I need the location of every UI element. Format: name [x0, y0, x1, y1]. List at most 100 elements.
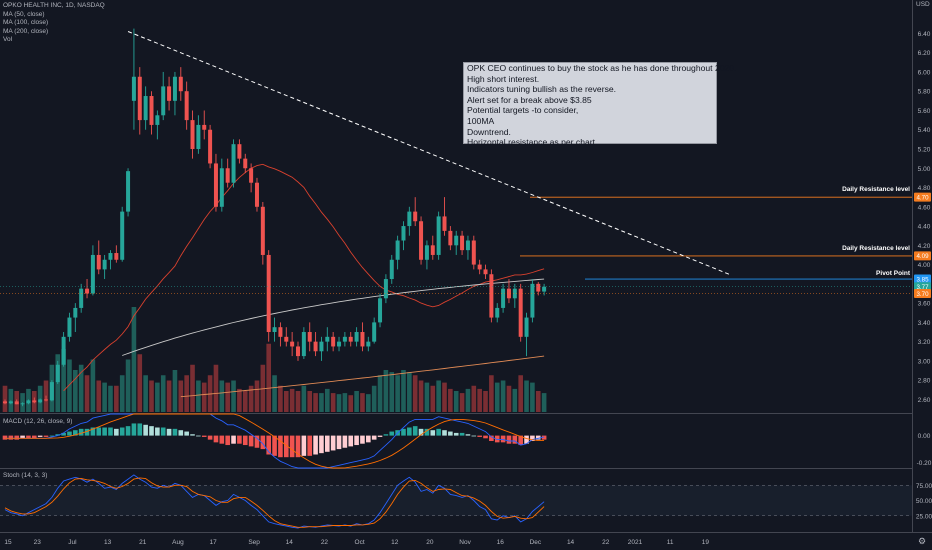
time-tick-label: 22: [321, 539, 329, 546]
price-axis: 2.602.803.003.203.403.603.804.004.204.40…: [914, 31, 931, 404]
candle-body: [489, 274, 494, 318]
macd-histogram-bar: [90, 427, 96, 436]
volume-bar: [453, 391, 459, 412]
macd-histogram-bar: [37, 435, 43, 437]
volume-bar: [114, 385, 119, 412]
macd-histogram-bar: [342, 435, 348, 448]
candle-body: [249, 168, 254, 183]
volume-bar: [254, 380, 260, 412]
volume-bar: [506, 385, 512, 412]
macd-histogram-bar: [102, 427, 107, 436]
candle-body: [313, 341, 318, 352]
volume-bar: [190, 364, 195, 412]
price-tick-label: 5.80: [918, 89, 931, 96]
candle-body: [407, 211, 412, 227]
time-tick-label: Sep: [248, 539, 260, 546]
candle-body: [530, 283, 535, 318]
volume-bar: [61, 349, 66, 412]
macd-histogram-bar: [518, 435, 523, 446]
volume-bar: [78, 364, 84, 412]
candle-body: [260, 206, 265, 255]
candle-body: [237, 144, 242, 159]
macd-histogram-bar: [453, 432, 459, 436]
macd-histogram-bar: [78, 428, 84, 436]
note-line: Indicators tuning bullish as the reverse…: [467, 84, 617, 95]
volume-bar: [84, 375, 90, 412]
macd-histogram-bar: [84, 428, 90, 436]
volume-bar: [225, 382, 230, 412]
macd-histogram-bar: [237, 435, 242, 444]
time-tick-label: 17: [209, 539, 217, 546]
time-tick-label: Aug: [172, 539, 184, 546]
candle-body: [61, 336, 66, 365]
note-line: 100MA: [467, 115, 495, 126]
gear-icon[interactable]: ⚙: [918, 536, 927, 546]
macd-histogram-bar: [266, 435, 271, 455]
candle-body: [501, 288, 506, 308]
candle-body: [178, 76, 183, 92]
candle-body: [477, 264, 482, 270]
ma100-line: [122, 278, 545, 356]
volume-bar: [494, 382, 500, 412]
macd-histogram-bar: [319, 435, 324, 454]
volume-bar: [108, 385, 113, 412]
candle-body: [243, 158, 248, 169]
macd-histogram-bar: [465, 434, 471, 436]
macd-histogram-bar: [160, 427, 166, 436]
volume-bar: [90, 359, 96, 412]
price-tick-label: 5.20: [918, 147, 931, 154]
volume-bar: [307, 391, 313, 412]
candle-body: [126, 171, 131, 212]
time-tick-label: Dec: [530, 539, 542, 546]
macd-histogram-bar: [354, 435, 359, 446]
candle-body: [436, 216, 441, 255]
volume-bar: [407, 372, 412, 412]
stoch-legend[interactable]: Stoch (14, 3, 3): [3, 472, 48, 479]
volume-bar: [325, 388, 330, 412]
candle-body: [424, 245, 429, 260]
volume-bar: [465, 388, 471, 412]
time-tick-label: 21: [139, 539, 147, 546]
macd-pane: 0.00 -0.20: [2, 413, 932, 469]
macd-line: [5, 413, 545, 469]
macd-histogram-bar: [260, 435, 266, 450]
analysis-note[interactable]: OPK CEO continues to buy the stock as he…: [463, 62, 736, 147]
macd-histogram-bar: [524, 435, 529, 444]
volume-bar: [272, 375, 277, 412]
candle-body: [448, 230, 453, 246]
macd-histogram-bar: [430, 430, 436, 436]
ma200-legend[interactable]: MA (200, close): [3, 27, 49, 35]
price-tick-label: 3.00: [918, 358, 931, 365]
macd-histogram-bar: [424, 428, 430, 436]
price-tick-label: 3.40: [918, 320, 931, 327]
symbol-title[interactable]: OPKO HEALTH INC, 1D, NASDAQ: [3, 2, 105, 9]
candle-body: [202, 124, 207, 130]
price-tick-label: 6.40: [918, 31, 931, 38]
volume-bar: [360, 393, 365, 412]
daily-resistance-label: Daily Resistance level: [842, 245, 910, 252]
candle-body: [161, 86, 166, 116]
macd-histogram-bar: [389, 431, 395, 436]
macd-histogram-bar: [108, 427, 113, 436]
ma50-legend[interactable]: MA (50, close): [3, 10, 45, 18]
time-tick-label: 14: [567, 539, 575, 546]
volume-bar: [395, 375, 400, 412]
candle-body: [454, 235, 459, 246]
macd-histogram-bar: [20, 435, 25, 439]
volume-bar: [448, 388, 453, 412]
ma100-legend[interactable]: MA (100, close): [3, 19, 49, 27]
time-tick-label: 23: [34, 539, 42, 546]
macd-legend[interactable]: MACD (12, 26, close, 9): [3, 418, 73, 425]
macd-histogram-bar: [149, 426, 154, 436]
volume-legend[interactable]: Vol: [3, 36, 13, 44]
time-tick-label: 22: [602, 539, 610, 546]
candle-body: [149, 96, 154, 125]
stoch-pane: 75.00 50.00 25.00: [0, 474, 932, 529]
candle-body: [38, 399, 43, 403]
candle-body: [536, 283, 541, 292]
volume-bar: [283, 391, 289, 412]
price-pane: Daily Resistance level Daily Resistance l…: [0, 28, 912, 412]
volume-bar: [389, 372, 395, 412]
macd-histogram-bar: [73, 430, 78, 436]
volume-bar: [418, 380, 424, 412]
